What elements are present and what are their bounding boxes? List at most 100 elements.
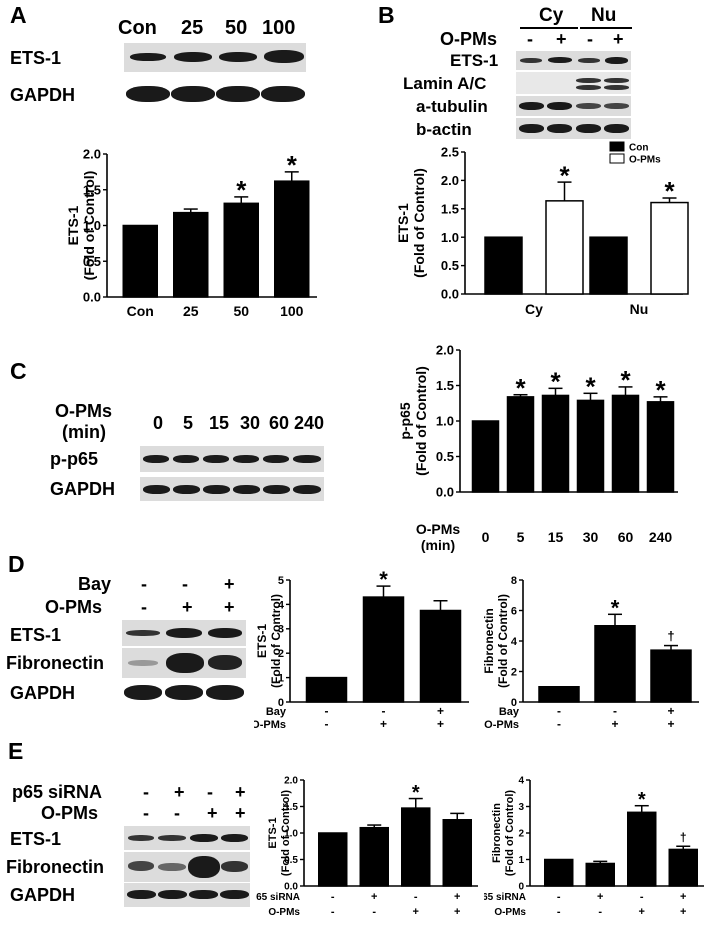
bar <box>223 202 259 298</box>
y-axis-label: (Fold of Control) <box>411 168 427 278</box>
bar <box>419 609 462 703</box>
western-blot-ets1 <box>516 51 631 70</box>
condition-sign: - <box>331 891 335 903</box>
condition-label: p65 siRNA <box>484 892 526 903</box>
sign-label: - <box>143 782 149 802</box>
condition-label: O-PMs <box>45 597 103 617</box>
lane-label: 50 <box>225 17 248 39</box>
bar <box>359 826 389 887</box>
condition-sign: - <box>557 717 561 731</box>
condition-label: O-PMs <box>494 907 526 918</box>
significance-mark: * <box>664 176 675 206</box>
lane-label: 60 <box>269 413 290 433</box>
bar <box>544 858 574 887</box>
significance-mark: * <box>638 789 646 811</box>
y-axis-label: p-p65 <box>397 402 413 440</box>
condition-sign: + <box>437 717 444 731</box>
y-tick-label: 0.5 <box>83 254 101 269</box>
bar <box>650 201 689 295</box>
significance-mark: * <box>287 150 298 180</box>
sign-label: + <box>174 782 185 802</box>
y-tick-label: 4 <box>278 599 285 611</box>
treatment-label: O-PMs <box>55 401 113 421</box>
condition-sign: - <box>414 891 418 903</box>
western-blot-gapdh <box>122 680 246 706</box>
condition-sign: - <box>331 906 335 918</box>
fraction-bracket <box>580 27 632 29</box>
sign-label: + <box>613 29 624 49</box>
y-tick-label: 1.0 <box>83 218 101 233</box>
condition-label: O-PMs <box>268 907 300 918</box>
x-tick-label: 25 <box>183 303 199 319</box>
y-tick-label: 0.5 <box>436 449 454 464</box>
y-tick-label: 1.5 <box>284 802 298 813</box>
panel-letter-c: C <box>10 358 27 384</box>
y-tick-label: 1.5 <box>441 201 459 216</box>
x-tick-label: Con <box>127 303 154 319</box>
bar <box>585 862 615 887</box>
bar <box>650 649 692 703</box>
bar <box>318 832 348 887</box>
condition-sign: + <box>611 717 618 731</box>
y-tick-label: 0 <box>278 697 284 709</box>
y-tick-label: 0.0 <box>436 485 454 500</box>
y-tick-label: 2 <box>278 648 284 660</box>
bar <box>576 399 605 493</box>
sign-label: + <box>235 803 246 823</box>
lane-label: 0 <box>153 413 164 433</box>
y-axis-label: ETS-1 <box>267 817 279 848</box>
legend-label: O-PMs <box>629 155 661 166</box>
lane-label: 5 <box>183 413 194 433</box>
chart-b: 0.0 0.5 1.0 1.5 2.0 2.5 ETS-1 (Fold of Control)… <box>395 141 689 317</box>
y-axis-label: (Fold of Control) <box>81 171 97 281</box>
panel-letter-a: A <box>10 2 27 28</box>
y-axis-label: (Fold of Control) <box>280 790 292 876</box>
significance-mark: * <box>611 595 620 620</box>
y-tick-label: 2.0 <box>436 343 454 358</box>
bar <box>506 396 535 493</box>
chart-e-ets1: 0.0 0.5 1.0 1.5 2.0 ETS-1 (Fold of Control) - - +… <box>256 776 478 918</box>
condition-label: O-PMs <box>484 719 519 731</box>
significance-mark: * <box>655 375 666 405</box>
western-blot-ets1 <box>124 826 250 850</box>
significance-mark: * <box>412 782 420 804</box>
y-tick-label: 1.0 <box>436 414 454 429</box>
y-tick-label: 3 <box>518 802 524 813</box>
condition-label: Bay <box>499 706 520 718</box>
sign-label: - <box>141 597 147 617</box>
condition-sign: + <box>667 717 674 731</box>
y-tick-label: 2 <box>511 666 517 678</box>
y-tick-label: 2.0 <box>284 776 298 787</box>
blot-row-label: ETS-1 <box>10 48 62 68</box>
sign-label: - <box>182 574 188 594</box>
bar <box>173 211 209 298</box>
y-axis-label: (Fold of Control) <box>504 790 516 876</box>
western-blot-tubulin <box>516 96 631 116</box>
western-blot-fibronectin <box>124 852 250 882</box>
western-blot-fibronectin <box>122 648 246 678</box>
western-blot-actin <box>516 118 631 139</box>
significance-mark: * <box>585 371 596 401</box>
condition-label: O-PMs <box>254 719 286 731</box>
condition-sign: - <box>382 704 386 718</box>
condition-label: p65 siRNA <box>256 892 300 903</box>
western-blot-lamin <box>516 72 631 94</box>
sign-label: - <box>174 803 180 823</box>
bar <box>471 420 500 493</box>
western-blot-gapdh <box>140 477 324 501</box>
bar <box>541 394 570 493</box>
y-tick-label: 5 <box>278 575 284 587</box>
y-tick-label: 6 <box>511 605 517 617</box>
bar <box>611 394 640 493</box>
y-axis-label: ETS-1 <box>395 203 411 243</box>
condition-label: p65 siRNA <box>12 782 103 802</box>
y-tick-label: 0.0 <box>284 882 298 893</box>
blot-row-label: ETS-1 <box>10 625 62 645</box>
sign-label: + <box>207 803 218 823</box>
condition-sign: + <box>639 906 645 918</box>
condition-sign: - <box>640 891 644 903</box>
y-axis-label: Fibronectin <box>491 803 503 863</box>
blot-row-label: GAPDH <box>10 85 76 105</box>
legend-swatch <box>609 141 625 152</box>
